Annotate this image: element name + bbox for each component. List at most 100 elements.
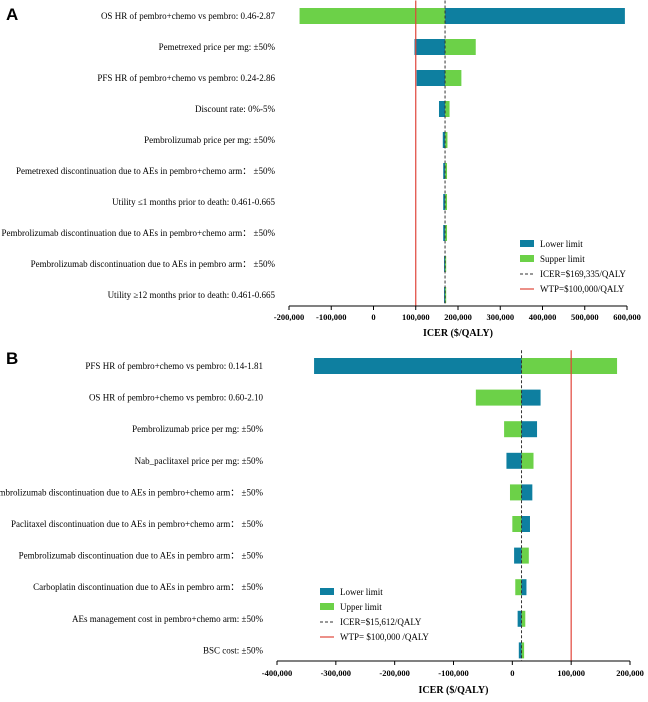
category-label: Carboplatin discontinuation due to AEs i… bbox=[33, 582, 263, 592]
category-label: AEs management cost in pembro+chemo arm:… bbox=[72, 614, 263, 624]
category-label: BSC cost: ±50% bbox=[203, 645, 263, 655]
upper-limit-bar bbox=[475, 389, 522, 406]
lower-limit-bar bbox=[521, 484, 533, 501]
upper-limit-bar bbox=[445, 287, 447, 303]
x-tick-label: 200,000 bbox=[616, 668, 644, 678]
upper-limit-bar bbox=[445, 70, 462, 86]
lower-limit-bar bbox=[414, 39, 446, 55]
panel-a-legend: Lower limit Supper limit ICER=$169,335/QAL… bbox=[520, 239, 626, 294]
lower-limit-bar bbox=[416, 70, 446, 86]
upper-limit-bar bbox=[521, 642, 525, 659]
lower-limit-bar bbox=[517, 610, 522, 627]
legend-label: ICER=$169,335/QALY bbox=[540, 269, 626, 279]
x-tick-label: 500,000 bbox=[571, 312, 599, 322]
legend-label: Supper limit bbox=[540, 254, 585, 264]
upper-limit-bar bbox=[521, 610, 526, 627]
upper-limit-bar bbox=[509, 484, 522, 501]
category-label: PFS HR of pembro+chemo vs pembro: 0.14-1… bbox=[85, 361, 263, 371]
category-label: OS HR of pembro+chemo vs pembro: 0.60-2.… bbox=[89, 393, 264, 403]
lower-limit-bar bbox=[444, 256, 446, 272]
lower-limit-bar bbox=[518, 642, 522, 659]
category-label: Pembrolizumab discontinuation due to AEs… bbox=[0, 487, 264, 497]
category-label: Paclitaxel discontinuation due to AEs in… bbox=[11, 519, 263, 529]
legend-upper-swatch bbox=[520, 255, 534, 262]
upper-limit-bar bbox=[512, 516, 522, 532]
upper-limit-bar bbox=[445, 225, 448, 241]
panel-a-category-labels: OS HR of pembro+chemo vs pembro: 0.46-2.… bbox=[2, 11, 276, 300]
x-tick-label: 100,000 bbox=[557, 668, 585, 678]
panel-a-reference-lines bbox=[415, 0, 446, 306]
lower-limit-bar bbox=[521, 516, 530, 532]
category-label: Pembrolizumab price per mg: ±50% bbox=[144, 135, 275, 145]
panel-b-x-axis-title: ICER ($/QALY) bbox=[419, 685, 489, 696]
upper-limit-bar bbox=[521, 547, 529, 564]
x-tick-label: -200,000 bbox=[379, 668, 409, 678]
lower-limit-bar bbox=[443, 194, 446, 210]
panel-b-reference-lines bbox=[521, 350, 572, 661]
upper-limit-bar bbox=[521, 358, 618, 374]
panel-b-x-axis: -400,000 -300,000 -200,000 -100,000 0 100,000… bbox=[262, 660, 644, 678]
category-label: Pembrolizumab discontinuation due to AEs… bbox=[2, 228, 276, 238]
lower-limit-bar bbox=[521, 579, 527, 596]
x-tick-label: -400,000 bbox=[262, 668, 292, 678]
category-label: Pemetrexed discontinuation due to AEs in… bbox=[16, 166, 275, 176]
x-tick-label: 600,000 bbox=[613, 312, 641, 322]
category-label: Pembrolizumab price per mg: ±50% bbox=[132, 424, 263, 434]
panel-a-letter: A bbox=[6, 5, 18, 24]
legend-label: Lower limit bbox=[340, 587, 383, 597]
x-tick-label: 200,000 bbox=[444, 312, 472, 322]
legend-label: Lower limit bbox=[540, 239, 583, 249]
x-tick-label: -300,000 bbox=[321, 668, 351, 678]
panel-b-chart: PFS HR of pembro+chemo vs pembro: 0.14-1… bbox=[0, 350, 644, 696]
legend-label: ICER=$15,612/QALY bbox=[340, 617, 422, 627]
upper-limit-bar bbox=[445, 101, 450, 117]
category-label: Utility ≤1 months prior to death: 0.461-… bbox=[112, 197, 275, 207]
category-label: Nab_paclitaxel price per mg: ±50% bbox=[135, 456, 264, 466]
upper-limit-bar bbox=[445, 256, 447, 272]
category-label: PFS HR of pembro+chemo vs pembro: 0.24-2… bbox=[97, 73, 275, 83]
x-tick-label: 100,000 bbox=[402, 312, 430, 322]
panel-b-category-labels: PFS HR of pembro+chemo vs pembro: 0.14-1… bbox=[0, 361, 264, 655]
panel-a-chart: OS HR of pembro+chemo vs pembro: 0.46-2.… bbox=[2, 0, 641, 339]
category-label: Pemetrexed price per mg: ±50% bbox=[159, 42, 276, 52]
panel-a-x-axis: -200,000 -100,000 0 100,000 200,000 300,000 40… bbox=[274, 305, 641, 322]
lower-limit-bar bbox=[443, 163, 446, 179]
lower-limit-bar bbox=[442, 132, 446, 148]
x-tick-label: 0 bbox=[510, 668, 514, 678]
upper-limit-bar bbox=[515, 579, 522, 596]
upper-limit-bar bbox=[299, 8, 446, 24]
x-tick-label: 300,000 bbox=[486, 312, 514, 322]
lower-limit-bar bbox=[314, 358, 522, 374]
panel-b-legend: Lower limit Upper limit ICER=$15,612/QALY W… bbox=[320, 587, 429, 642]
x-tick-label: 400,000 bbox=[529, 312, 557, 322]
legend-label: WTP= $100,000 /QALY bbox=[340, 632, 429, 642]
category-label: Discount rate: 0%-5% bbox=[195, 104, 275, 114]
lower-limit-bar bbox=[445, 8, 625, 24]
lower-limit-bar bbox=[521, 421, 538, 438]
legend-upper-swatch bbox=[320, 603, 334, 610]
x-tick-label: -100,000 bbox=[438, 668, 468, 678]
x-tick-label: -100,000 bbox=[316, 312, 346, 322]
legend-label: Upper limit bbox=[340, 602, 382, 612]
upper-limit-bar bbox=[445, 163, 448, 179]
upper-limit-bar bbox=[445, 39, 476, 55]
lower-limit-bar bbox=[443, 225, 446, 241]
panel-a-x-axis-title: ICER ($/QALY) bbox=[423, 328, 493, 339]
x-tick-label: -200,000 bbox=[274, 312, 304, 322]
legend-lower-swatch bbox=[320, 588, 334, 595]
legend-lower-swatch bbox=[520, 240, 534, 247]
lower-limit-bar bbox=[506, 452, 522, 469]
x-tick-label: 0 bbox=[371, 312, 375, 322]
category-label: Utility ≥12 months prior to death: 0.461… bbox=[108, 290, 276, 300]
lower-limit-bar bbox=[444, 287, 446, 303]
category-label: Pembrolizumab discontinuation due to AEs… bbox=[19, 551, 264, 561]
upper-limit-bar bbox=[445, 194, 448, 210]
upper-limit-bar bbox=[504, 421, 522, 438]
panel-a-bars bbox=[299, 8, 625, 303]
legend-label: WTP=$100,000/QALY bbox=[540, 284, 625, 294]
category-label: Pembrolizumab discontinuation due to AEs… bbox=[31, 259, 276, 269]
lower-limit-bar bbox=[514, 547, 522, 564]
upper-limit-bar bbox=[521, 452, 534, 469]
panel-b-bars bbox=[314, 358, 618, 659]
lower-limit-bar bbox=[521, 389, 541, 406]
